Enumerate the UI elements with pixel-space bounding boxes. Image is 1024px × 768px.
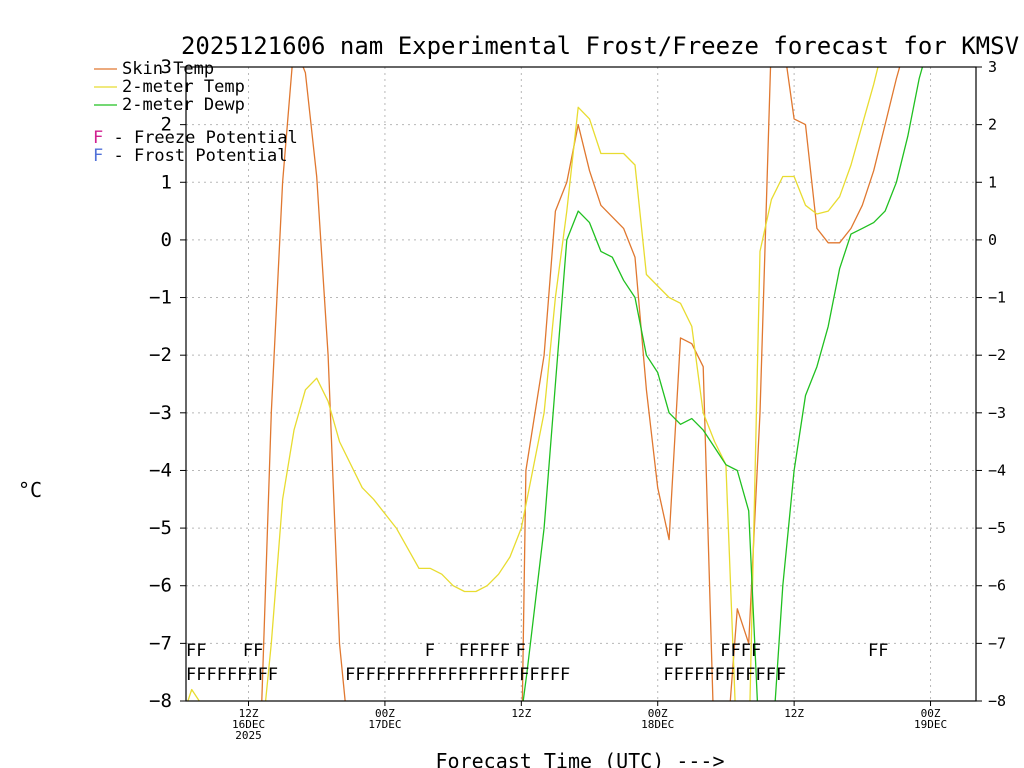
y-tick-label-left: −4 — [149, 459, 172, 481]
x-tick-label: 2025 — [235, 729, 262, 742]
x-tick-label: 17DEC — [368, 718, 401, 731]
series-line-2-meter-dewp — [522, 67, 924, 701]
legend-flag-glyph: F — [93, 146, 103, 166]
x-tick-label: 12Z — [511, 707, 531, 720]
y-tick-label-right: −5 — [988, 519, 1006, 537]
series-line-2-meter-temp — [187, 67, 879, 701]
freeze-flag: FFFFFFFFF — [186, 665, 278, 685]
y-tick-label-right: 2 — [988, 116, 997, 134]
frost-flag: F — [425, 641, 435, 661]
y-tick-label-left: −5 — [149, 517, 172, 539]
grid-lines — [186, 67, 976, 701]
x-tick-label: 12Z — [784, 707, 804, 720]
y-tick-label-right: −2 — [988, 346, 1006, 364]
frost-flag: FF — [868, 641, 888, 661]
legend-flag-text: - Frost Potential — [103, 146, 287, 166]
y-tick-label-left: −3 — [149, 402, 172, 424]
x-tick-label: 00Z — [921, 707, 941, 720]
legend-label: F - Freeze Potential — [93, 128, 298, 148]
freeze-flag: FFFFFFFFFFFF — [663, 665, 786, 685]
y-tick-label-left: 1 — [161, 171, 172, 193]
x-tick-label: 16DEC — [232, 718, 265, 731]
y-tick-label-right: −4 — [988, 461, 1006, 479]
y-tick-label-right: 3 — [988, 58, 997, 76]
y-tick-label-left: −2 — [149, 344, 172, 366]
legend-label: 2-meter Temp — [122, 77, 245, 97]
x-tick-label: 19DEC — [914, 718, 947, 731]
frost-flag: FF — [663, 641, 683, 661]
chart-title: 2025121606 nam Experimental Frost/Freeze… — [181, 32, 1019, 60]
freeze-flag: FFFFFFFFFFFFFFFFFFFFFF — [345, 665, 570, 685]
x-tick-label: 12Z — [239, 707, 259, 720]
y-axis-left: 3 2 1 0 −1 −2 −3 −4 −5 −6 −7 −8 — [149, 56, 186, 712]
y-tick-label-right: −8 — [988, 692, 1006, 710]
y-axis-label: °C — [18, 478, 42, 502]
legend-flag-text: - Freeze Potential — [103, 128, 297, 148]
y-tick-label-right: 1 — [988, 173, 997, 191]
y-tick-label-left: 3 — [161, 56, 172, 78]
plot-frame — [185, 66, 977, 702]
y-tick-label-right: −7 — [988, 634, 1006, 652]
y-tick-label-left: −8 — [149, 690, 172, 712]
y-tick-label-left: 0 — [161, 229, 172, 251]
y-axis-right: 3 2 1 0 −1 −2 −3 −4 −5 −6 −7 −8 — [976, 58, 1006, 710]
legend-label: F - Frost Potential — [93, 146, 287, 166]
x-tick-label: 00Z — [375, 707, 395, 720]
legend-flag-glyph: F — [93, 128, 103, 148]
y-tick-label-right: −3 — [988, 404, 1006, 422]
frost-flag: FF — [186, 641, 206, 661]
x-tick-label: 00Z — [648, 707, 668, 720]
series-layer — [187, 67, 924, 701]
legend-label: 2-meter Dewp — [122, 95, 245, 115]
frost-flag: FFFFF — [459, 641, 510, 661]
legend-label: Skin Temp — [122, 59, 214, 79]
frost-flag: F — [516, 641, 526, 661]
y-tick-label-left: −6 — [149, 575, 172, 597]
x-axis-label: Forecast Time (UTC) ---> — [436, 749, 725, 768]
frost-flag: FFFF — [720, 641, 761, 661]
y-tick-label-left: −7 — [149, 632, 172, 654]
y-tick-label-right: −1 — [988, 289, 1006, 307]
y-tick-label-left: −1 — [149, 287, 172, 309]
x-tick-label: 18DEC — [641, 718, 674, 731]
potential-flags: FF FF F FFFFF F FF FFFF FFFFFFFFFFF FFFFFFFFFFFF… — [186, 641, 888, 685]
y-tick-label-right: 0 — [988, 231, 997, 249]
y-tick-label-right: −6 — [988, 577, 1006, 595]
y-tick-label-left: 2 — [161, 114, 172, 136]
frost-flag: FF — [243, 641, 263, 661]
